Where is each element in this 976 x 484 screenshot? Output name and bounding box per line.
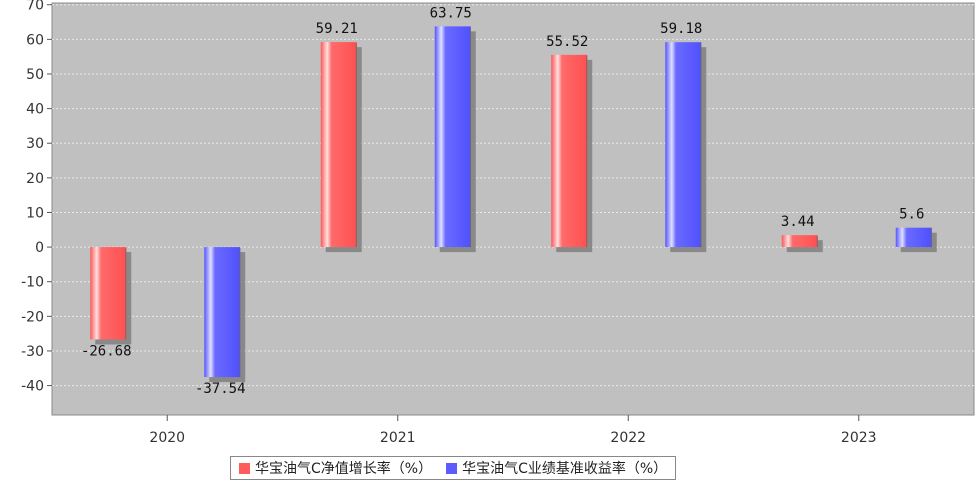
legend-item-series-0: 华宝油气C净值增长率（%） — [239, 458, 432, 478]
bar-edge — [125, 248, 127, 340]
legend-label-series-0: 华宝油气C净值增长率（%） — [255, 461, 433, 477]
y-tick-label: 60 — [26, 32, 44, 48]
y-tick-label: 0 — [35, 240, 44, 256]
data-label: 3.44 — [781, 214, 815, 230]
x-tick-label: 2020 — [149, 430, 185, 446]
bars — [90, 26, 937, 383]
bar-edge — [816, 236, 818, 248]
bar-edge — [469, 27, 471, 248]
y-tick-label: 20 — [26, 171, 44, 187]
data-label: 55.52 — [546, 34, 588, 50]
bar-edge — [239, 248, 241, 378]
y-tick-label: 50 — [26, 67, 44, 83]
data-label: 63.75 — [430, 5, 472, 21]
data-label: 5.6 — [899, 207, 924, 223]
legend: 华宝油气C净值增长率（%） 华宝油气C业绩基准收益率（%） — [230, 456, 677, 480]
legend-swatch-red — [239, 462, 250, 474]
bar-5b5bff — [665, 42, 702, 248]
bar-ff5b5b — [90, 247, 127, 340]
y-tick-label: 10 — [26, 205, 44, 221]
bar-ff5b5b — [320, 42, 357, 248]
plot-area — [51, 2, 975, 416]
y-tick-label: 70 — [26, 0, 44, 14]
legend-item-series-1: 华宝油气C业绩基准收益率（%） — [446, 458, 667, 478]
y-axis: 70 60 50 40 30 20 10 0 -10 -20 -30 -40 — [21, 0, 52, 395]
data-label: -37.54 — [195, 381, 246, 397]
bar-ff5b5b — [551, 54, 588, 248]
x-tick-label: 2023 — [841, 430, 877, 446]
bar-5b5bff — [434, 26, 471, 248]
y-tick-label: -20 — [21, 309, 44, 325]
bar-edge — [586, 55, 588, 248]
x-tick-label: 2022 — [610, 430, 646, 446]
bar-edge — [700, 43, 702, 248]
y-tick-label: -40 — [21, 379, 44, 395]
bar-5b5bff — [204, 247, 241, 378]
data-label: 59.21 — [316, 21, 358, 37]
legend-swatch-blue — [446, 462, 458, 474]
data-labels: -26.68 -37.54 59.21 63.75 55.52 59.18 3.44 5.6 — [81, 5, 924, 397]
y-tick-label: -10 — [21, 275, 44, 291]
bar-5b5bff — [895, 227, 932, 248]
bar-edge — [355, 43, 357, 248]
legend-label-series-1: 华宝油气C业绩基准收益率（%） — [462, 461, 668, 477]
y-tick-label: 30 — [26, 136, 44, 152]
x-tick-label: 2021 — [380, 430, 416, 446]
data-label: -26.68 — [81, 343, 132, 359]
data-label: 59.18 — [660, 21, 702, 37]
bar-ff5b5b — [781, 235, 818, 248]
y-tick-label: 40 — [26, 102, 44, 118]
x-axis: 2020 2021 2022 2023 — [149, 415, 877, 446]
y-tick-label: -30 — [21, 344, 44, 360]
bar-edge — [930, 228, 932, 248]
